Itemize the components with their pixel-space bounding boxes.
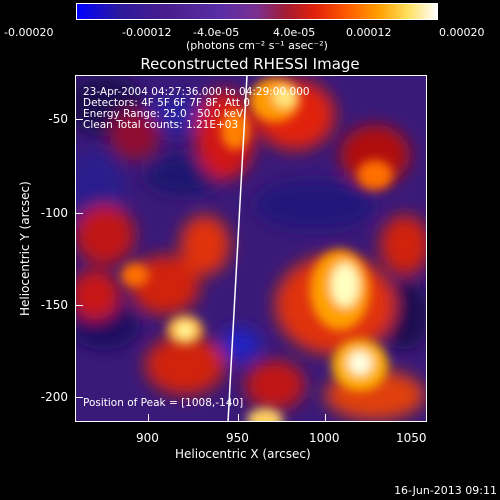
colorbar xyxy=(76,3,438,20)
x-tick: 950 xyxy=(226,431,249,445)
colorbar-tick: 0.00020 xyxy=(439,26,485,39)
colorbar-tick: 0.00012 xyxy=(346,26,392,39)
colorbar-tick: -0.00012 xyxy=(122,26,172,39)
annotation-method: Clean Total counts: 1.21E+03 xyxy=(83,119,239,131)
y-tick: -200 xyxy=(40,390,68,404)
annotation-detectors: Detectors: 4F 5F 6F 7F 8F, Att 0 xyxy=(83,97,250,109)
solar-limb-line xyxy=(227,75,248,422)
x-tick: 1050 xyxy=(396,431,427,445)
y-tick: -150 xyxy=(40,298,68,312)
annotation-peak: Position of Peak = [1008,-140] xyxy=(83,397,244,409)
annotation-time: 23-Apr-2004 04:27:36.000 to 04:29:00.000 xyxy=(83,86,310,98)
x-tick: 1000 xyxy=(309,431,340,445)
x-tick: 900 xyxy=(136,431,159,445)
colorbar-tick: 4.0e-05 xyxy=(273,26,316,39)
rhessi-image: 23-Apr-2004 04:27:36.000 to 04:29:00.000… xyxy=(75,75,427,422)
colorbar-tick: -0.00020 xyxy=(4,26,54,39)
annotation-energy: Energy Range: 25.0 - 50.0 keV xyxy=(83,108,244,120)
y-tick: -100 xyxy=(40,206,68,220)
colorbar-tick: -4.0e-05 xyxy=(193,26,240,39)
x-axis-label: Heliocentric X (arcsec) xyxy=(175,447,311,461)
colorbar-units: (photons cm⁻² s⁻¹ asec⁻²) xyxy=(186,39,328,52)
timestamp: 16-Jun-2013 09:11 xyxy=(394,484,497,497)
image-title: Reconstructed RHESSI Image xyxy=(140,55,360,73)
y-axis-label: Heliocentric Y (arcsec) xyxy=(18,181,32,316)
y-tick: -50 xyxy=(48,112,68,126)
